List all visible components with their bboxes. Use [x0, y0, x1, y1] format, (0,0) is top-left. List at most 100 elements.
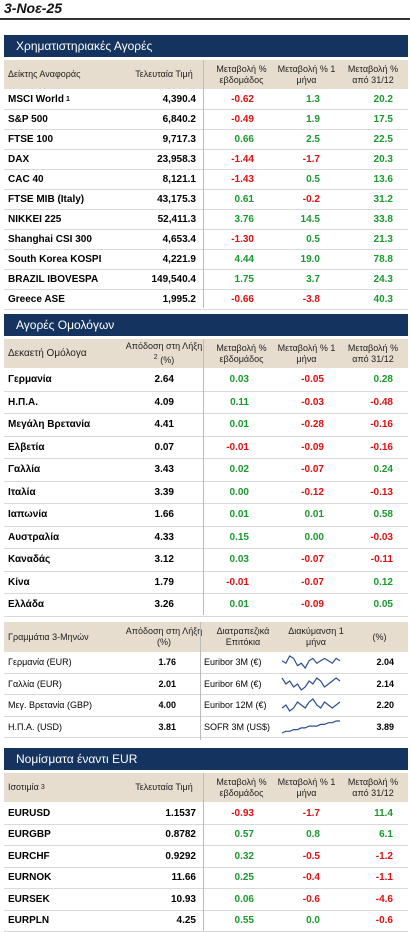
- fx-ytd-change: -1.2: [375, 850, 393, 862]
- bond-ytd-change: -0.03: [370, 531, 393, 543]
- bond-country: Μεγάλη Βρετανία: [8, 419, 91, 431]
- index-ytd-change: 78.8: [373, 254, 393, 265]
- fx-price: 10.93: [170, 893, 196, 905]
- stock-section-title: Χρηματιστηριακές Αγορές: [4, 35, 408, 57]
- index-week-change: 0.66: [234, 134, 254, 145]
- bonds-header-week: Μεταβολή % εβδομάδος: [216, 342, 267, 364]
- bonds-header: Δεκαετή Ομόλογα Απόδοση στη Λήξη 2 (%) Μ…: [4, 339, 408, 368]
- bond-ytd-change: 0.12: [373, 576, 393, 588]
- bill-yield: 4.00: [158, 700, 176, 711]
- index-name-text: MSCI World: [8, 94, 64, 105]
- stock-column-divider: [203, 60, 204, 308]
- bond-week-change: 0.01: [229, 599, 249, 611]
- index-name: Greece ASE: [8, 290, 118, 309]
- index-name: NIKKEI 225: [8, 210, 118, 229]
- fx-header-ytd: Μεταβολή % από 31/12: [347, 776, 399, 798]
- fx-pair: EURSEK: [8, 893, 50, 905]
- bond-yield: 3.26: [154, 599, 174, 611]
- index-name-text: FTSE MIB (Italy): [8, 194, 85, 205]
- fx-header-week: Μεταβολή % εβδομάδος: [216, 776, 267, 798]
- bond-week-change: -0.01: [226, 576, 249, 588]
- index-week-change: 4.44: [234, 254, 254, 265]
- bond-country: Ιαπωνία: [8, 509, 48, 521]
- bond-yield: 4.33: [154, 531, 174, 543]
- bond-row: Αυστραλία 4.33 0.15 0.00 -0.03: [4, 527, 408, 549]
- index-name-text: BRAZIL IBOVESPA: [8, 274, 99, 285]
- fx-ytd-change: 6.1: [379, 829, 393, 841]
- bond-yield: 3.12: [154, 554, 174, 566]
- index-name-text: South Korea KOSPI: [8, 254, 102, 265]
- fx-row: EURPLN 4.25 0.55 0.0 -0.6: [4, 911, 408, 932]
- bond-week-change: 0.00: [229, 486, 249, 498]
- index-name: DAX: [8, 150, 118, 169]
- bills-header-rates: Διατραπεζικά Επιτόκια: [216, 626, 270, 647]
- bonds-column-divider: [203, 339, 204, 615]
- index-price: 1,995.2: [162, 294, 196, 305]
- bond-month-change: 0.00: [304, 531, 324, 543]
- index-week-change: -1.44: [231, 154, 254, 165]
- fx-price: 0.9292: [165, 850, 196, 862]
- bills-column-divider: [200, 622, 201, 740]
- index-price: 52,411.3: [157, 214, 196, 225]
- index-name-text: DAX: [8, 154, 30, 165]
- fx-month-change: -1.7: [302, 807, 320, 819]
- bond-yield: 1.66: [154, 509, 174, 521]
- bond-ytd-change: -0.16: [370, 419, 393, 431]
- bill-country: Γερμανία (EUR): [8, 657, 72, 668]
- fx-ytd-change: -0.6: [375, 915, 393, 927]
- bond-row: Η.Π.Α. 4.09 0.11 -0.03 -0.48: [4, 392, 408, 414]
- bond-country: Ιταλία: [8, 486, 36, 498]
- fx-pair: EURPLN: [8, 915, 50, 927]
- rate-sparkline: [281, 676, 341, 691]
- index-price: 4,221.9: [162, 254, 196, 265]
- bond-month-change: -0.07: [301, 576, 324, 588]
- bills-header-pct: (%): [372, 631, 387, 642]
- bond-ytd-change: -0.11: [370, 554, 393, 566]
- index-ytd-change: 22.5: [373, 134, 393, 145]
- interbank-rate-name: Euribor 6M (€): [204, 678, 262, 689]
- index-ytd-change: 21.3: [373, 234, 393, 245]
- bill-row: Μεγ. Βρετανία (GBP) 4.00 Euribor 12M (€) 2.…: [4, 695, 408, 717]
- bond-row: Καναδάς 3.12 0.03 -0.07 -0.11: [4, 549, 408, 572]
- bond-yield: 0.07: [154, 441, 174, 453]
- bond-yield: 1.79: [154, 576, 174, 588]
- fx-week-change: 0.57: [234, 829, 254, 841]
- bond-country: Ελλάδα: [8, 599, 45, 611]
- index-month-change: 14.5: [300, 214, 320, 225]
- stock-header-price: Τελευταία Τιμή: [135, 69, 193, 79]
- fx-table: EURUSD 1.1537 -0.93 -1.7 11.4 EURGBP 0.8782 0.5…: [4, 803, 408, 932]
- index-month-change: -0.2: [302, 194, 320, 205]
- bill-row: Γερμανία (EUR) 1.76 Euribor 3M (€) 2.04: [4, 652, 408, 674]
- fx-header-price: Τελευταία Τιμή: [135, 782, 193, 792]
- fx-row: EURGBP 0.8782 0.57 0.8 6.1: [4, 825, 408, 846]
- bond-ytd-change: 0.24: [373, 464, 393, 476]
- bill-country: Μεγ. Βρετανία (GBP): [8, 700, 92, 711]
- index-month-change: -1.7: [302, 154, 320, 165]
- index-month-change: 1.3: [306, 94, 320, 105]
- bond-country: Αυστραλία: [8, 531, 60, 543]
- bond-month-change: -0.28: [301, 419, 324, 431]
- bond-country: Η.Π.Α.: [8, 396, 38, 408]
- bond-ytd-change: 0.28: [373, 374, 393, 386]
- interbank-rate-value: 2.20: [376, 700, 394, 711]
- bills-header: Γραμμάτια 3-Μηνών Απόδοση στη Λήξη (%) Δ…: [4, 622, 408, 652]
- bond-week-change: 0.01: [229, 419, 249, 431]
- stock-table: MSCI World 1 4,390.4 -0.62 1.3 20.2 S&P 500 6,8…: [4, 90, 408, 310]
- fx-pair: EURUSD: [8, 807, 51, 819]
- fx-row: EURUSD 1.1537 -0.93 -1.7 11.4: [4, 803, 408, 825]
- interbank-rate-value: 2.14: [376, 678, 394, 689]
- bond-yield: 3.43: [154, 464, 174, 476]
- bond-week-change: 0.03: [229, 374, 249, 386]
- index-ytd-change: 40.3: [373, 294, 393, 305]
- fx-week-change: 0.25: [234, 872, 254, 884]
- interbank-rate-value: 3.89: [376, 721, 394, 732]
- stock-header-index: Δείκτης Αναφοράς: [8, 69, 81, 79]
- fx-header-pair: Ισοτιμία 3: [8, 773, 45, 802]
- bond-month-change: -0.07: [301, 464, 324, 476]
- fx-week-change: 0.55: [234, 915, 254, 927]
- rate-sparkline: [281, 719, 340, 734]
- bond-row: Ιταλία 3.39 0.00 -0.12 -0.13: [4, 482, 408, 504]
- stock-header-ytd: Μεταβολή % από 31/12: [347, 63, 399, 85]
- bond-row: Ελλάδα 3.26 0.01 -0.09 0.05: [4, 594, 408, 617]
- fx-ytd-change: -1.1: [375, 872, 393, 884]
